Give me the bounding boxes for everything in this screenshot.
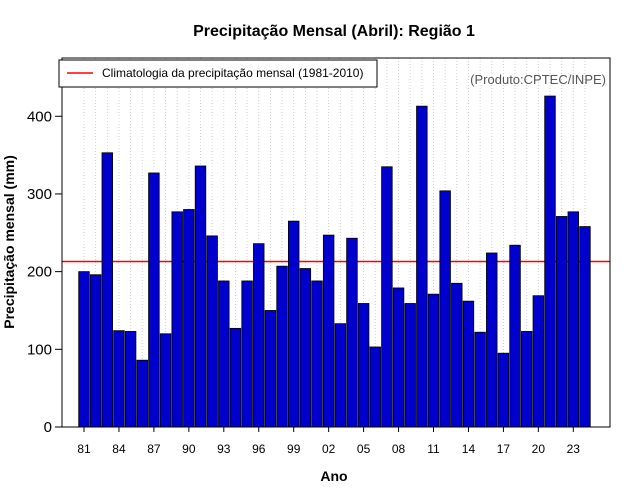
- bar-06: [369, 346, 381, 428]
- plot-frame: [61, 57, 611, 428]
- chart-title: Precipitação Mensal (Abril): Região 1: [193, 23, 475, 40]
- y-tick-label: 0: [44, 419, 52, 436]
- y-axis: 0 100 200 300 400: [27, 108, 62, 436]
- bar-20: [532, 295, 545, 428]
- bar-02: [322, 234, 335, 428]
- x-tick-label: 02: [322, 442, 336, 456]
- bar-21: [544, 95, 556, 428]
- bar-05: [357, 303, 370, 428]
- bar-86: [136, 359, 148, 428]
- bar-08: [392, 287, 405, 428]
- x-tick-label: 23: [567, 442, 581, 456]
- y-tick-label: 200: [27, 264, 52, 281]
- bar-92: [206, 235, 218, 428]
- bar-15: [474, 331, 486, 428]
- bar-19: [521, 331, 533, 428]
- x-tick-label: 05: [357, 442, 371, 456]
- bar-87: [148, 172, 160, 428]
- x-tick-label: 99: [287, 442, 301, 456]
- bar-22: [555, 216, 568, 428]
- bar-83: [101, 152, 114, 428]
- x-tick-label: 87: [147, 442, 161, 456]
- legend-label: Climatologia da precipitação mensal (198…: [102, 66, 363, 80]
- bar-17: [497, 352, 510, 428]
- bar-01: [311, 280, 323, 428]
- legend-box: [58, 59, 378, 88]
- bar-85: [124, 331, 137, 428]
- x-tick-label: 14: [462, 442, 476, 456]
- bar-23: [567, 211, 580, 428]
- x-tick-label: 17: [497, 442, 511, 456]
- bar-82: [89, 274, 102, 428]
- bar-24: [579, 226, 591, 428]
- x-tick-label: 81: [77, 442, 91, 456]
- bar-96: [253, 243, 265, 428]
- bar-18: [509, 244, 521, 428]
- bar-90: [183, 209, 195, 428]
- x-tick-label: 11: [427, 442, 440, 456]
- y-tick-label: 100: [27, 341, 52, 358]
- bar-11: [427, 293, 440, 428]
- bar-84: [113, 330, 125, 428]
- bar-97: [264, 310, 277, 428]
- bar-95: [241, 280, 253, 428]
- bar-91: [194, 165, 207, 428]
- bar-98: [276, 265, 288, 428]
- x-tick-label: 20: [532, 442, 546, 456]
- x-axis-label: Ano: [320, 468, 347, 484]
- bar-07: [381, 166, 393, 428]
- bar-94: [229, 327, 242, 428]
- bar-09: [404, 303, 416, 428]
- bar-93: [218, 280, 230, 428]
- bar-10: [416, 105, 428, 428]
- y-tick-label: 400: [27, 108, 52, 125]
- bar-00: [299, 268, 312, 428]
- bar-14: [462, 300, 475, 428]
- legend: Climatologia da precipitação mensal (198…: [58, 59, 378, 88]
- x-axis: 81 84 87 90 93 96 99 02 05 08 11 14 17 20 23: [77, 427, 580, 456]
- credit-text: (Produto:CPTEC/INPE): [470, 72, 606, 87]
- bar-03: [334, 323, 347, 428]
- y-axis-label: Precipitação mensal (mm): [1, 155, 17, 329]
- x-tick-label: 90: [182, 442, 196, 456]
- bar-12: [439, 190, 451, 428]
- bar-88: [159, 333, 172, 428]
- bar-99: [287, 220, 300, 428]
- bar-16: [486, 252, 498, 428]
- x-tick-label: 84: [112, 442, 126, 456]
- bar-04: [346, 237, 358, 428]
- x-tick-label: 08: [392, 442, 406, 456]
- bar-13: [451, 282, 463, 428]
- x-tick-label: 93: [217, 442, 231, 456]
- bar-81: [78, 271, 90, 428]
- x-tick-label: 96: [252, 442, 266, 456]
- bar-89: [171, 211, 183, 428]
- y-tick-label: 300: [27, 186, 52, 203]
